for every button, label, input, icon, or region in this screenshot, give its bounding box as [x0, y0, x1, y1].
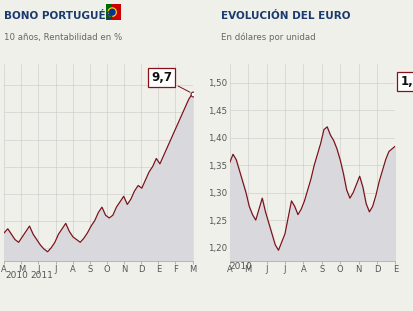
Text: 2010: 2010: [229, 262, 252, 272]
Text: EVOLUCIÓN DEL EURO: EVOLUCIÓN DEL EURO: [221, 11, 350, 21]
Text: 2010: 2010: [5, 271, 28, 280]
Bar: [112, 4, 121, 20]
Text: 9,7: 9,7: [151, 71, 190, 92]
Text: 2011: 2011: [31, 271, 54, 280]
Text: BONO PORTUGUÉS: BONO PORTUGUÉS: [4, 11, 113, 21]
Text: 10 años, Rentabilidad en %: 10 años, Rentabilidad en %: [4, 33, 122, 42]
Text: En dólares por unidad: En dólares por unidad: [221, 33, 316, 42]
Text: 1,: 1,: [399, 76, 412, 88]
Circle shape: [108, 8, 116, 16]
Bar: [105, 4, 112, 20]
Circle shape: [109, 9, 115, 15]
